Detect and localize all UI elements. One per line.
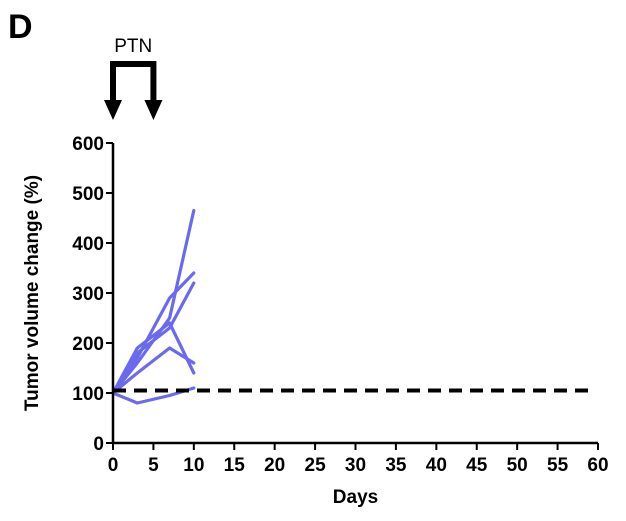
data-series [111,208,196,405]
x-tick-label: 30 [345,455,366,476]
x-tick-label: 15 [224,455,246,476]
x-tick-label: 45 [466,455,488,476]
y-tick-label: 300 [72,284,104,305]
series-line-1 [111,208,196,395]
arrow-down-icon-start [104,100,122,120]
treatment-marker: PTN [104,36,163,120]
x-tick-label: 50 [507,455,528,476]
x-tick-label: 20 [264,455,285,476]
x-tick-label: 5 [148,455,159,476]
y-tick-label: 0 [93,434,104,455]
y-tick-label: 500 [72,184,104,205]
series-line-5 [111,346,196,395]
y-tick-label: 600 [72,134,104,155]
x-tick-label: 35 [385,455,407,476]
x-tick-label: 25 [305,455,327,476]
treatment-bracket [110,61,157,106]
x-axis-title: Days [333,487,378,508]
series-line-4 [111,321,196,395]
y-tick-label: 100 [72,384,104,405]
x-tick-label: 10 [183,455,204,476]
treatment-label: PTN [114,36,152,57]
arrow-down-icon-end [144,100,163,120]
y-axis-title: Tumor volume change (%) [22,175,43,411]
y-axis-ticks: 0 100 200 300 400 500 600 [72,134,113,455]
y-tick-label: 200 [72,334,104,355]
x-axis-ticks: 0 5 10 15 20 25 30 35 40 45 50 55 60 [108,443,609,476]
axes [111,143,598,445]
x-tick-label: 55 [547,455,569,476]
x-tick-label: 60 [587,455,608,476]
y-tick-label: 400 [72,234,104,255]
x-tick-label: 40 [426,455,447,476]
panel-letter: D [8,8,33,46]
x-tick-label: 0 [108,455,119,476]
